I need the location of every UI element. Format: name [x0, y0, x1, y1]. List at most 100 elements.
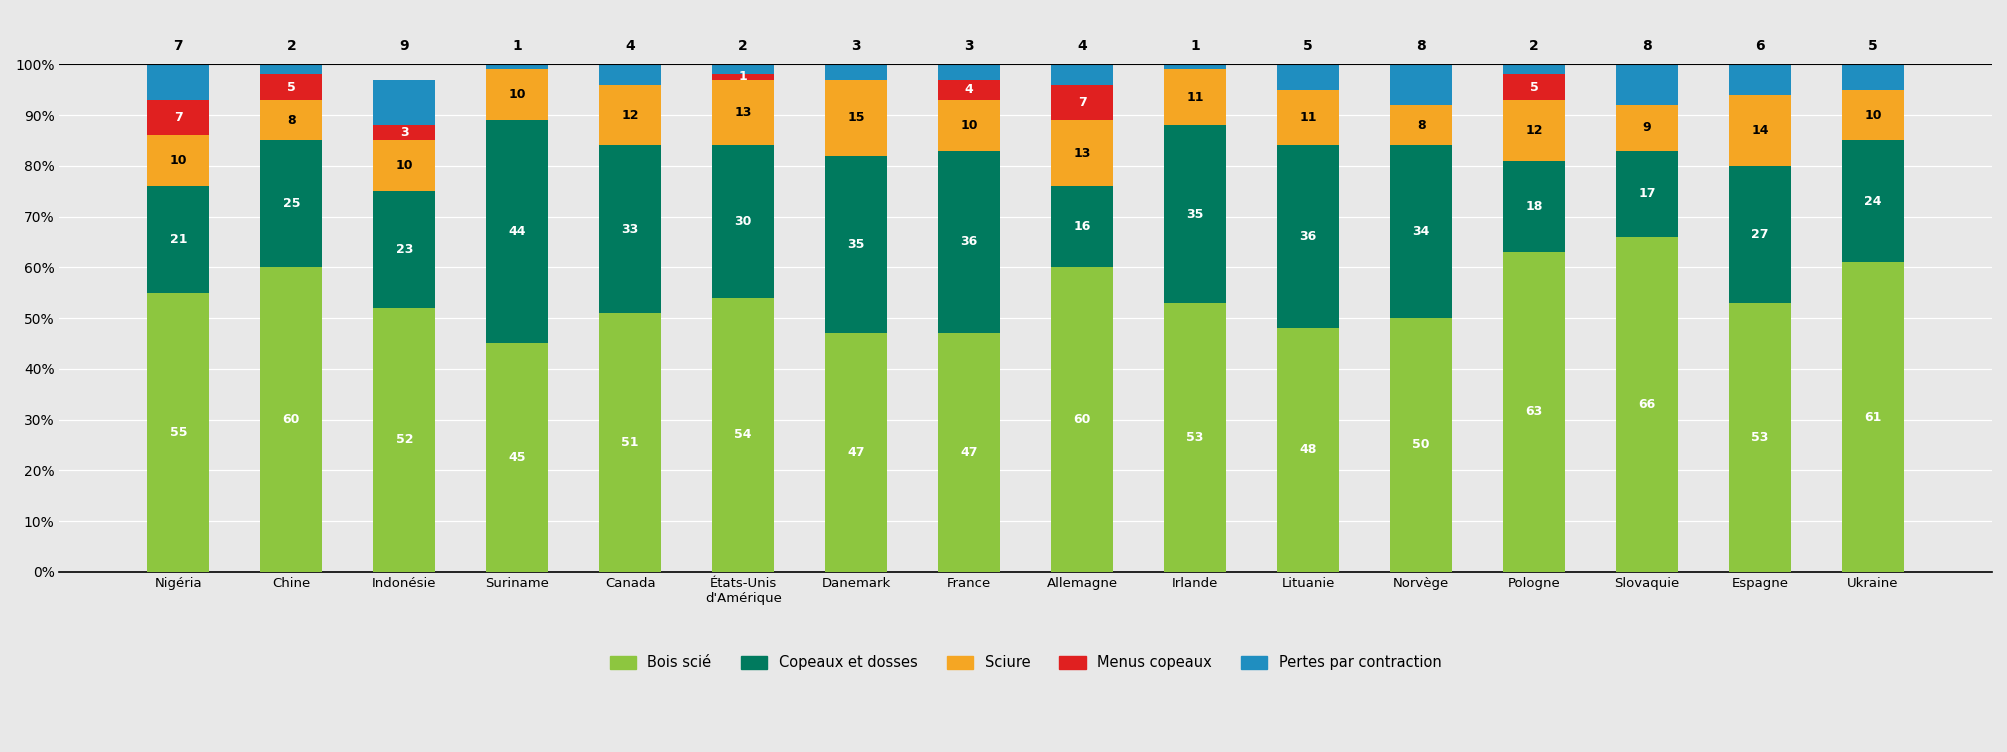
Text: 8: 8 — [1417, 119, 1425, 132]
Bar — [1842, 141, 1905, 262]
Bar — [261, 267, 323, 572]
Bar — [373, 80, 436, 125]
Bar — [1052, 65, 1114, 84]
Text: 45: 45 — [508, 451, 526, 464]
Bar — [1842, 89, 1905, 141]
Text: 9: 9 — [1644, 121, 1652, 135]
Bar — [712, 80, 775, 145]
Text: 8: 8 — [1642, 39, 1652, 53]
Text: 36: 36 — [961, 235, 977, 248]
Bar — [937, 150, 999, 333]
Text: 18: 18 — [1525, 200, 1543, 213]
Text: 10: 10 — [961, 119, 977, 132]
Text: 52: 52 — [395, 433, 413, 447]
Text: 66: 66 — [1638, 398, 1656, 411]
Text: 13: 13 — [1074, 147, 1092, 159]
Bar — [1164, 65, 1226, 69]
Text: 7: 7 — [1078, 96, 1086, 109]
Bar — [486, 65, 548, 69]
Text: 8: 8 — [287, 114, 295, 126]
Bar — [373, 191, 436, 308]
Text: 3: 3 — [965, 39, 973, 53]
Text: 14: 14 — [1752, 124, 1768, 137]
Bar — [600, 313, 660, 572]
Text: 44: 44 — [508, 226, 526, 238]
Bar — [147, 135, 209, 186]
Bar — [1276, 328, 1339, 572]
Text: 3: 3 — [399, 126, 409, 139]
Text: 51: 51 — [622, 436, 638, 449]
Text: 11: 11 — [1299, 111, 1317, 124]
Text: 11: 11 — [1186, 91, 1204, 104]
Text: 9: 9 — [399, 39, 409, 53]
Text: 5: 5 — [1869, 39, 1879, 53]
Text: 7: 7 — [173, 39, 183, 53]
Text: 25: 25 — [283, 197, 299, 211]
Bar — [1503, 65, 1565, 74]
Bar — [373, 141, 436, 191]
Text: 12: 12 — [622, 108, 638, 122]
Bar — [937, 100, 999, 150]
Text: 33: 33 — [622, 223, 638, 235]
Bar — [1276, 89, 1339, 145]
Bar — [825, 65, 887, 80]
Bar — [600, 65, 660, 84]
Bar — [1391, 145, 1453, 318]
Bar — [712, 145, 775, 298]
Text: 12: 12 — [1525, 124, 1543, 137]
Bar — [486, 344, 548, 572]
Bar — [937, 80, 999, 100]
Bar — [1616, 65, 1678, 105]
Bar — [261, 65, 323, 74]
Text: 1: 1 — [512, 39, 522, 53]
Text: 35: 35 — [847, 238, 865, 251]
Text: 10: 10 — [1865, 108, 1883, 122]
Text: 8: 8 — [1417, 39, 1427, 53]
Bar — [825, 333, 887, 572]
Bar — [1616, 105, 1678, 150]
Text: 16: 16 — [1074, 220, 1092, 233]
Bar — [1164, 69, 1226, 125]
Bar — [1052, 120, 1114, 186]
Text: 13: 13 — [735, 106, 753, 119]
Text: 4: 4 — [965, 83, 973, 96]
Text: 23: 23 — [395, 243, 413, 256]
Text: 53: 53 — [1752, 431, 1768, 444]
Bar — [147, 100, 209, 135]
Text: 60: 60 — [1074, 413, 1092, 426]
Bar — [1503, 161, 1565, 252]
Bar — [1391, 65, 1453, 105]
Text: 47: 47 — [961, 446, 977, 459]
Bar — [1164, 303, 1226, 572]
Text: 5: 5 — [287, 80, 295, 94]
Bar — [1616, 237, 1678, 572]
Bar — [1842, 262, 1905, 572]
Text: 48: 48 — [1299, 444, 1317, 456]
Bar — [825, 80, 887, 156]
Bar — [147, 65, 209, 100]
Bar — [373, 308, 436, 572]
Text: 63: 63 — [1525, 405, 1543, 418]
Bar — [1391, 318, 1453, 572]
Text: 24: 24 — [1865, 195, 1883, 208]
Text: 36: 36 — [1299, 230, 1317, 244]
Text: 1: 1 — [1190, 39, 1200, 53]
Bar — [486, 120, 548, 344]
Text: 10: 10 — [395, 159, 413, 172]
Bar — [1503, 252, 1565, 572]
Text: 55: 55 — [169, 426, 187, 438]
Bar — [147, 293, 209, 572]
Bar — [600, 84, 660, 145]
Bar — [1728, 65, 1790, 95]
Text: 4: 4 — [1078, 39, 1088, 53]
Text: 27: 27 — [1752, 228, 1768, 241]
Bar — [937, 65, 999, 80]
Text: 2: 2 — [1529, 39, 1539, 53]
Text: 53: 53 — [1186, 431, 1204, 444]
Bar — [1052, 267, 1114, 572]
Bar — [1052, 84, 1114, 120]
Bar — [261, 74, 323, 100]
Bar — [1503, 100, 1565, 161]
Text: 50: 50 — [1413, 438, 1429, 451]
Text: 1: 1 — [739, 71, 747, 83]
